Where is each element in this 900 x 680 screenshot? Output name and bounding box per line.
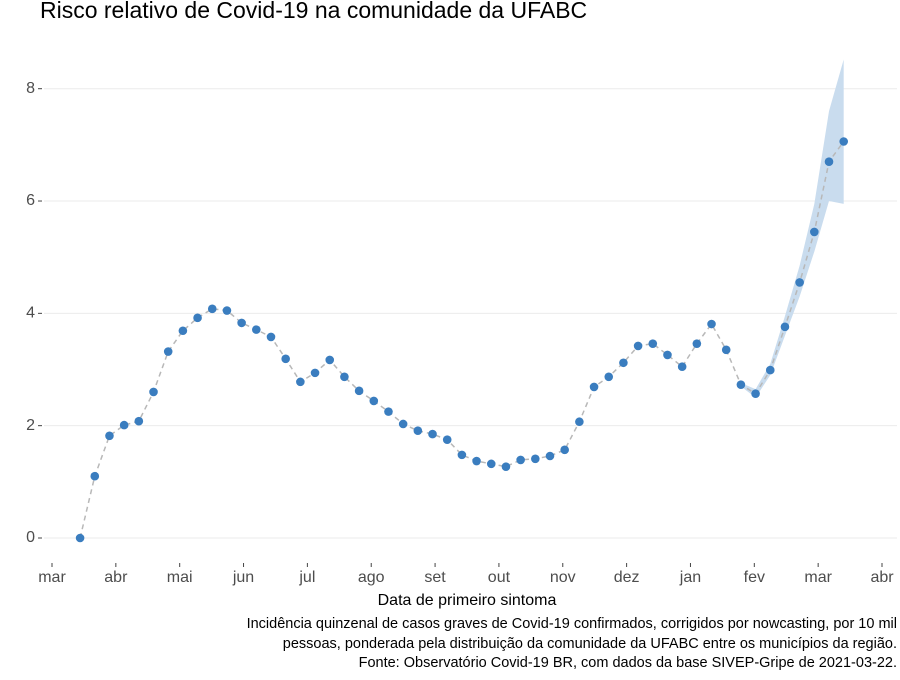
point <box>178 326 188 336</box>
point <box>457 450 467 460</box>
point <box>589 382 599 392</box>
point <box>677 362 687 371</box>
x-tick-label: out <box>488 569 511 586</box>
point <box>369 396 379 406</box>
point <box>442 435 452 445</box>
point <box>648 339 658 348</box>
point <box>486 459 496 469</box>
point <box>721 345 731 355</box>
caption: pessoas, ponderada pela distribuição da … <box>283 636 897 652</box>
point <box>134 416 144 426</box>
point <box>824 157 834 167</box>
point <box>839 137 848 146</box>
point <box>501 462 511 471</box>
point <box>252 325 261 334</box>
x-tick-label: abr <box>870 569 894 586</box>
x-tick-label: abr <box>104 569 128 586</box>
point <box>119 420 129 430</box>
y-tick-label: 2 <box>26 417 35 434</box>
point <box>266 332 276 342</box>
point <box>310 368 320 378</box>
point <box>90 471 100 481</box>
x-tick-label: nov <box>550 569 576 586</box>
x-tick-label: mai <box>167 569 193 586</box>
point <box>384 407 393 416</box>
y-tick-label: 0 <box>26 529 35 546</box>
point <box>663 350 672 360</box>
point <box>398 419 408 429</box>
x-tick-label: jul <box>298 569 315 586</box>
point <box>736 380 746 389</box>
point <box>516 455 525 465</box>
caption: Incidência quinzenal de casos graves de … <box>247 616 897 632</box>
point <box>222 306 232 315</box>
point <box>149 387 158 397</box>
point <box>163 347 173 356</box>
point <box>75 533 85 543</box>
point <box>780 322 790 332</box>
point <box>575 417 584 427</box>
caption: Fonte: Observatório Covid-19 BR, com dad… <box>359 655 897 671</box>
confidence-band <box>740 59 844 398</box>
point <box>604 372 614 382</box>
x-tick-label: set <box>424 569 446 586</box>
point <box>193 313 202 323</box>
chart-title: Risco relativo de Covid-19 na comunidade… <box>40 0 587 23</box>
x-tick-label: dez <box>614 569 640 586</box>
point <box>765 365 775 375</box>
point <box>354 386 364 396</box>
line <box>79 141 845 539</box>
point <box>207 304 217 314</box>
x-tick-label: mar <box>38 569 66 586</box>
point <box>428 429 437 439</box>
point <box>810 227 819 237</box>
point <box>545 451 555 461</box>
point <box>619 358 628 368</box>
x-tick-label: mar <box>804 569 832 586</box>
point <box>707 319 716 329</box>
point <box>105 431 114 441</box>
y-tick-label: 4 <box>26 305 35 322</box>
point <box>237 318 246 328</box>
y-tick-label: 6 <box>26 192 35 209</box>
point <box>531 454 540 464</box>
point <box>692 339 702 348</box>
point <box>296 377 305 387</box>
x-tick-label: ago <box>358 569 385 586</box>
point <box>340 372 349 382</box>
point <box>281 354 290 364</box>
point <box>325 355 335 365</box>
point <box>413 426 423 436</box>
point <box>751 389 760 398</box>
x-tick-label: jun <box>232 569 254 586</box>
point <box>795 278 804 287</box>
point <box>633 341 643 351</box>
x-tick-label: jan <box>679 569 701 586</box>
x-tick-label: fev <box>744 569 765 586</box>
y-tick-label: 8 <box>26 80 35 97</box>
point <box>560 445 569 455</box>
point <box>472 456 481 466</box>
x-axis-label: Data de primeiro sintoma <box>378 592 557 609</box>
